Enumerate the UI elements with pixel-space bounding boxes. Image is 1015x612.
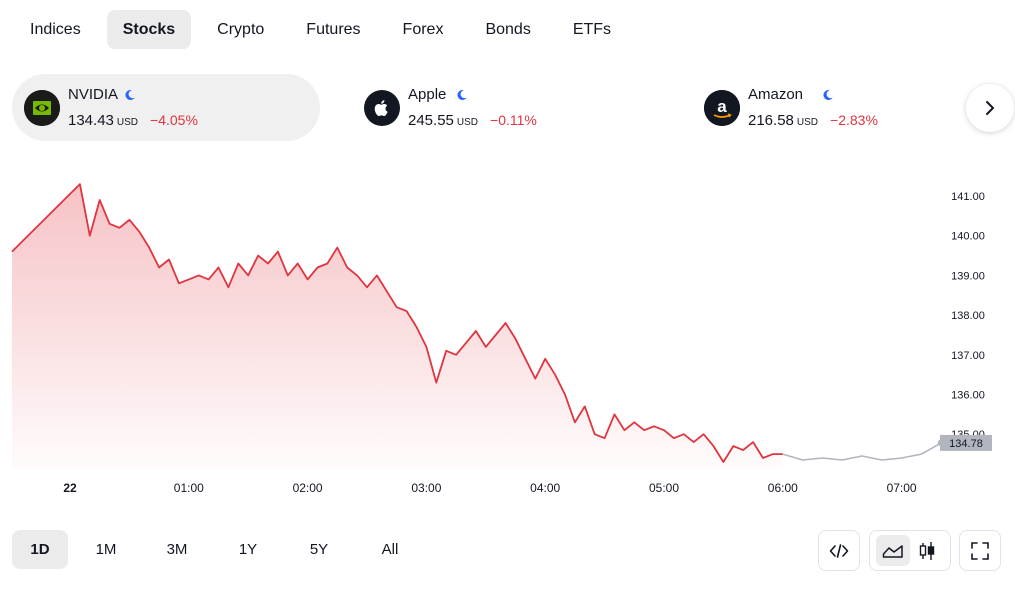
ticker-price: 134.43 xyxy=(68,112,114,129)
x-axis-tick-label: 07:00 xyxy=(887,481,917,495)
last-price-label: 134.78 xyxy=(949,438,983,450)
y-axis-tick-label: 141.00 xyxy=(951,191,985,203)
ticker-price: 216.58 xyxy=(748,112,794,129)
regular-session-line xyxy=(11,183,783,463)
last-price-badge xyxy=(940,434,992,451)
tab-futures[interactable]: Futures xyxy=(306,20,361,38)
market-tabs: Indices Stocks Crypto Futures Forex Bond… xyxy=(14,10,627,49)
apple-logo-icon xyxy=(364,90,400,126)
fullscreen-button[interactable] xyxy=(959,530,1001,571)
range-1y[interactable]: 1Y xyxy=(238,541,258,558)
time-range-selector: 1D 1M 3M 1Y 5Y All xyxy=(12,530,428,569)
tab-stocks[interactable]: Stocks xyxy=(106,10,192,49)
x-axis-tick-label: 22 xyxy=(63,481,77,495)
ticker-change: −4.05% xyxy=(150,112,198,128)
ticker-currency: USD xyxy=(116,117,139,128)
x-axis-tick-label: 03:00 xyxy=(411,481,441,495)
chevron-right-icon xyxy=(986,101,995,115)
range-1m[interactable]: 1M xyxy=(95,541,117,558)
fullscreen-icon xyxy=(971,541,989,560)
x-axis-tick-label: 04:00 xyxy=(530,481,560,495)
embed-code-button[interactable] xyxy=(818,530,860,571)
embed-code-icon xyxy=(829,543,849,558)
y-axis-tick-label: 138.00 xyxy=(951,310,985,322)
next-tickers-button[interactable] xyxy=(966,84,1014,132)
ticker-currency: USD xyxy=(456,117,479,128)
range-all[interactable]: All xyxy=(381,541,399,558)
ticker-name: Amazon xyxy=(748,86,804,103)
tab-crypto[interactable]: Crypto xyxy=(217,20,265,38)
tab-bonds[interactable]: Bonds xyxy=(485,20,531,38)
x-axis-tick-label: 06:00 xyxy=(768,481,798,495)
market-closed-moon-icon xyxy=(125,89,135,100)
nvidia-logo-icon xyxy=(24,90,60,126)
market-closed-moon-icon xyxy=(823,89,833,100)
y-axis-tick-label: 136.00 xyxy=(951,390,985,402)
price-area-fill xyxy=(12,184,783,468)
y-axis-tick-label: 137.00 xyxy=(951,350,985,362)
market-closed-moon-icon xyxy=(457,89,467,100)
tab-etfs[interactable]: ETFs xyxy=(572,20,612,38)
ticker-name: Apple xyxy=(408,86,447,103)
ticker-currency: USD xyxy=(796,117,819,128)
svg-text:a: a xyxy=(717,97,727,116)
range-5y[interactable]: 5Y xyxy=(309,541,329,558)
ticker-card-nvidia[interactable]: NVIDIA 134.43 USD −4.05% xyxy=(12,74,320,141)
tab-forex[interactable]: Forex xyxy=(402,20,444,38)
ticker-name: NVIDIA xyxy=(68,86,119,103)
area-chart-icon xyxy=(882,544,903,558)
ticker-price: 245.55 xyxy=(408,112,454,129)
ticker-price-row: 245.55 USD −0.11% xyxy=(408,112,537,129)
ticker-price-row: 134.43 USD −4.05% xyxy=(68,112,198,129)
candlestick-icon xyxy=(919,541,935,560)
amazon-logo-icon: a xyxy=(704,90,740,126)
ticker-card-apple[interactable]: Apple 245.55 USD −0.11% xyxy=(352,74,660,141)
chart-style-toggle xyxy=(869,530,951,571)
x-axis-tick-label: 02:00 xyxy=(293,481,323,495)
y-axis-tick-label: 140.00 xyxy=(951,231,985,243)
after-hours-line xyxy=(782,442,942,461)
ticker-price-row: 216.58 USD −2.83% xyxy=(748,112,878,129)
x-axis-tick-label: 01:00 xyxy=(174,481,204,495)
x-axis-tick-label: 05:00 xyxy=(649,481,679,495)
y-axis-tick-label: 139.00 xyxy=(951,270,985,282)
ticker-change: −2.83% xyxy=(830,112,878,128)
range-1d[interactable]: 1D xyxy=(12,530,68,569)
range-3m[interactable]: 3M xyxy=(166,541,188,558)
ticker-change: −0.11% xyxy=(490,112,537,128)
ticker-card-amazon[interactable]: a Amazon 216.58 USD −2.83% xyxy=(692,74,1000,141)
ticker-cards: NVIDIA 134.43 USD −4.05% Apple 245.55 USD −0… xyxy=(12,74,1015,142)
price-chart[interactable]: 141.00140.00139.00138.00137.00136.00135.… xyxy=(0,170,1015,510)
tab-indices[interactable]: Indices xyxy=(30,20,81,38)
candlestick-chart-button[interactable] xyxy=(910,535,944,566)
area-chart-button[interactable] xyxy=(876,535,910,566)
